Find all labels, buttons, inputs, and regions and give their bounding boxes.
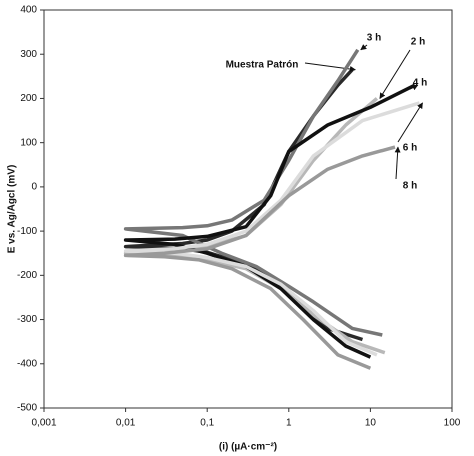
y-tick-label: -400 <box>17 358 37 369</box>
series-label: Muestra Patrón <box>226 60 299 71</box>
annotation-arrow <box>360 44 368 51</box>
y-axis-title: E vs. Ag/Agcl (mV) <box>7 165 18 254</box>
annotation-arrow <box>394 146 401 180</box>
series-label: 2 h <box>411 37 425 48</box>
series-label: 6 h <box>403 143 417 154</box>
x-tick-label: 0,01 <box>116 418 136 429</box>
polarization-curve <box>123 145 396 370</box>
series-label: 4 h <box>413 78 427 89</box>
series-label: 3 h <box>367 33 381 44</box>
series-label: 8 h <box>403 181 417 192</box>
y-tick-label: -300 <box>17 314 37 325</box>
y-tick-label: 300 <box>20 49 37 60</box>
annotation-arrow <box>409 84 419 91</box>
polarization-curve <box>123 83 416 359</box>
y-tick-label: 200 <box>20 93 37 104</box>
annotation-arrow <box>397 102 423 143</box>
x-tick-label: 0,1 <box>200 418 214 429</box>
y-tick-label: -200 <box>17 270 37 281</box>
y-tick-label: 100 <box>20 137 37 148</box>
y-tick-label: 400 <box>20 5 37 16</box>
y-tick-label: -100 <box>17 226 37 237</box>
y-tick-label: 0 <box>31 182 37 193</box>
polarization-curve <box>123 101 421 357</box>
x-tick-label: 10 <box>365 418 377 429</box>
x-tick-label: 100 <box>444 418 461 429</box>
x-axis-title: (i) (µA·cm⁻²) <box>219 442 277 453</box>
x-tick-label: 1 <box>286 418 292 429</box>
annotation-arrow <box>379 49 411 99</box>
polarization-curve <box>123 97 386 355</box>
plot-frame <box>43 9 453 409</box>
polarization-curve <box>123 48 383 337</box>
polarization-curve <box>123 68 364 342</box>
x-tick-label: 0,001 <box>31 418 56 429</box>
y-tick-label: -500 <box>17 403 37 414</box>
